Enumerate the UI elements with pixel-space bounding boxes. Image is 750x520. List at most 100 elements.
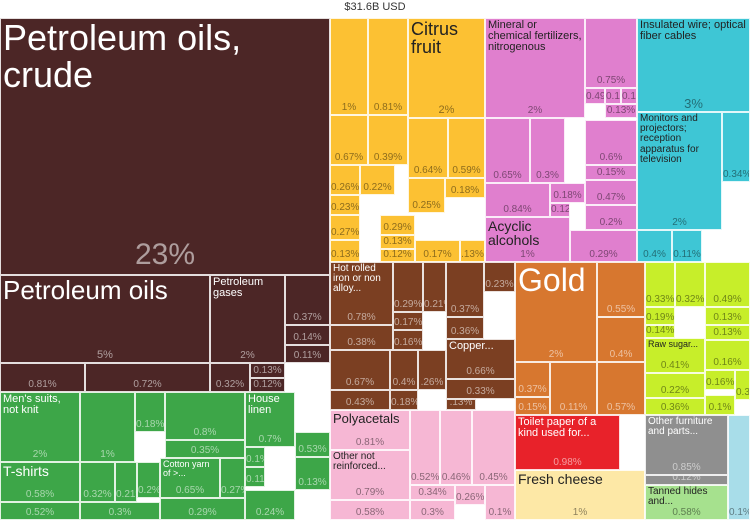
value-label: 0.18% [450,185,480,196]
treemap-cell: 0.25% [408,178,445,213]
treemap-cell: Petroleum oils, crude 23% [0,18,330,275]
value-label: 2% [672,217,687,228]
treemap-cell: 0.13% [705,307,750,325]
value-label: 0.23% [485,279,514,290]
treemap-cell: 0.33% [645,262,675,307]
treemap-cell: 0.18% [135,392,165,432]
value-label: .13% [449,399,473,408]
value-label: 0.55% [606,304,636,315]
treemap-cell: 0.52% [410,410,440,485]
treemap-cell: 0.37% [446,262,484,317]
treemap-cell: 0.13% [250,363,285,378]
value-label: 0.1% [488,507,512,518]
value-label: 0.32% [215,379,245,390]
value-label: 0.13% [383,236,412,247]
treemap-cell: 0.26% [455,485,485,505]
value-label: 0.67% [345,377,375,388]
value-label: 0.17% [423,249,452,260]
value-label: 0.21% [116,489,136,500]
cell-label: Gold [518,262,586,298]
treemap-cell: 0.1% [485,485,515,520]
treemap-cell: 0.12% [550,203,570,217]
treemap-cell: 0.11% [285,345,330,363]
treemap-cell: 0.16% [705,370,735,390]
treemap-cell: 0.81% [0,363,85,392]
treemap-cell: 0.13% [295,457,330,490]
treemap-cell: 0.1% [728,415,750,520]
treemap-cell: 0.35% [165,440,245,458]
cell-label: Copper... [449,340,494,352]
value-label: 0.81% [373,102,403,113]
treemap-cell: T-shirts 0.58% [0,462,80,502]
value-label: 0.81% [28,379,57,390]
treemap-cell: 0.53% [295,432,330,457]
treemap-cell: 0.27% [330,215,360,240]
value-label: 0.85% [672,462,701,473]
value-label: 0.22% [660,385,690,396]
value-label: 0.27% [331,227,360,238]
treemap-cell: 0.34% [410,485,455,500]
treemap-cell: Copper... 0.66% [446,339,515,379]
value-label: 0.13% [298,477,327,488]
treemap-cell: 0.67% [330,350,390,390]
treemap-cell: 0.3% [735,370,750,400]
treemap-cell: 0.59% [448,118,485,178]
treemap-cell: 0.38% [330,325,393,350]
treemap-cell: 0.12% [380,249,415,262]
value-label: 0.1% [729,507,750,518]
treemap-cell: Tanned hides and... 0.58% [645,485,728,520]
value-label: 0.33% [646,294,675,305]
cell-label: Polyacetals [333,411,400,426]
cell-label: Fresh cheese [518,471,603,487]
value-label: 0.27% [221,485,244,496]
cell-label: Hot rolled iron or non alloy... [333,263,381,295]
treemap-cell: 0.2% [137,462,160,498]
value-label: 0.18% [136,419,165,430]
treemap-cell: Other not reinforced... 0.79% [330,450,410,500]
treemap-cell: Petroleum oils 5% [0,275,210,363]
value-label: .26% [420,377,444,388]
treemap-cell: 0.13% [621,88,637,104]
value-label: 0.43% [345,397,375,408]
treemap-cell: 0.14% [285,325,330,345]
treemap-cell: 0.22% [360,165,395,195]
cell-label: Men's suits, not knit [3,393,61,417]
value-label: 0.46% [441,472,471,483]
value-label: 0.32% [83,489,112,500]
treemap-cell: 0.13% [380,235,415,249]
treemap-cell: 1% [330,18,368,115]
treemap-cell: 0.26% [330,165,360,195]
treemap-cell: .13% [460,240,485,262]
treemap-cell: 0.2% [585,205,637,230]
value-label: 3% [684,96,703,111]
treemap-cell: 0.29% [380,215,415,235]
treemap-cell: 0.19% [645,307,675,325]
treemap-cell: 0.49% [585,88,605,104]
value-label: 0.37% [518,384,547,395]
treemap-cell: 0.32% [210,363,250,392]
treemap-cell: 0.29% [570,230,637,262]
treemap-cell: 0.12% [250,378,285,392]
treemap-cell: 0.58% [330,500,410,520]
treemap-cell: 0.1% [245,447,265,467]
value-label: 0.29% [589,249,618,260]
value-label: 0.34% [723,169,750,180]
cell-label: Toilet paper of a kind used for... [518,416,597,440]
treemap-cell: 0.32% [80,462,115,502]
treemap-cell: 0.17% [415,240,460,262]
treemap-cell: 0.8% [165,392,245,440]
treemap-cell: 0.4% [390,350,418,390]
value-label: 0.1% [708,402,732,413]
treemap-cell: Toilet paper of a kind used for... 0.98% [515,415,620,470]
value-label: 0.78% [347,312,376,323]
treemap-cell: 0.4% [597,317,645,362]
value-label: 0.84% [503,204,532,215]
cell-label: Tanned hides and... [648,486,708,508]
cell-label: Acyclic alcohols [488,218,540,249]
cell-label: Petroleum oils, crude [3,18,242,95]
treemap-cell: .13% [446,399,476,410]
cell-label: Insulated wire; optical fiber cables [640,19,746,43]
value-label: 0.36% [450,326,480,337]
value-label: 0.66% [466,366,495,377]
